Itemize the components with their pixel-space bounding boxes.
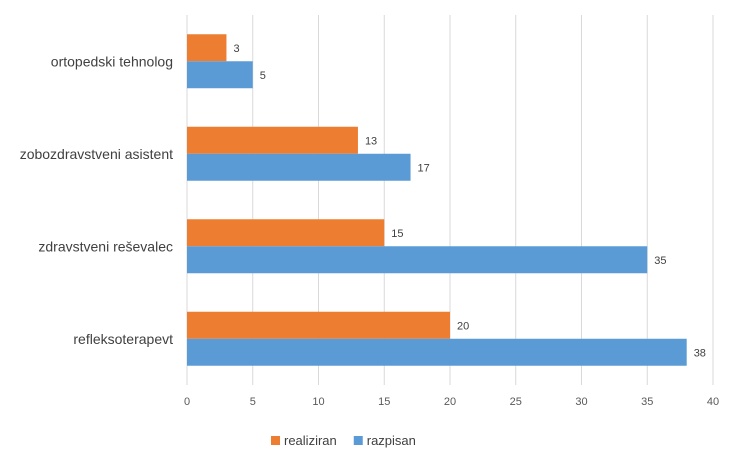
bar-razpisan <box>187 153 411 181</box>
legend: realiziran razpisan <box>271 433 416 448</box>
data-label: 5 <box>260 70 266 82</box>
bar-realiziran <box>187 311 450 339</box>
bars <box>187 34 687 366</box>
bar-realiziran <box>187 126 358 154</box>
data-label: 15 <box>391 228 403 240</box>
x-tick-label: 40 <box>707 396 719 408</box>
category-label: zobozdravstveni asistent <box>20 146 173 162</box>
x-tick-label: 30 <box>575 396 587 408</box>
legend-label: realiziran <box>284 433 337 448</box>
data-label: 3 <box>233 43 239 55</box>
bar-realiziran <box>187 34 227 62</box>
x-tick-label: 20 <box>444 396 456 408</box>
data-label: 20 <box>457 320 469 332</box>
legend-swatch <box>353 436 363 445</box>
data-label: 17 <box>418 162 430 174</box>
bar-razpisan <box>187 246 648 274</box>
x-tick-label: 35 <box>641 396 653 408</box>
data-label: 38 <box>694 347 706 359</box>
bar-razpisan <box>187 61 253 89</box>
bar-razpisan <box>187 338 687 366</box>
x-tick-label: 0 <box>184 396 190 408</box>
bar-realiziran <box>187 219 385 247</box>
x-tick-label: 5 <box>250 396 256 408</box>
x-tick-label: 25 <box>510 396 522 408</box>
category-label: refleksoterapevt <box>73 331 173 347</box>
category-label: zdravstveni reševalec <box>38 238 173 254</box>
data-label: 13 <box>365 135 377 147</box>
category-label: ortopedski tehnolog <box>51 53 173 69</box>
legend-label: razpisan <box>367 433 416 448</box>
x-tick-label: 10 <box>312 396 324 408</box>
legend-swatch <box>271 436 280 445</box>
data-label: 35 <box>654 255 666 267</box>
x-tick-label: 15 <box>378 396 390 408</box>
